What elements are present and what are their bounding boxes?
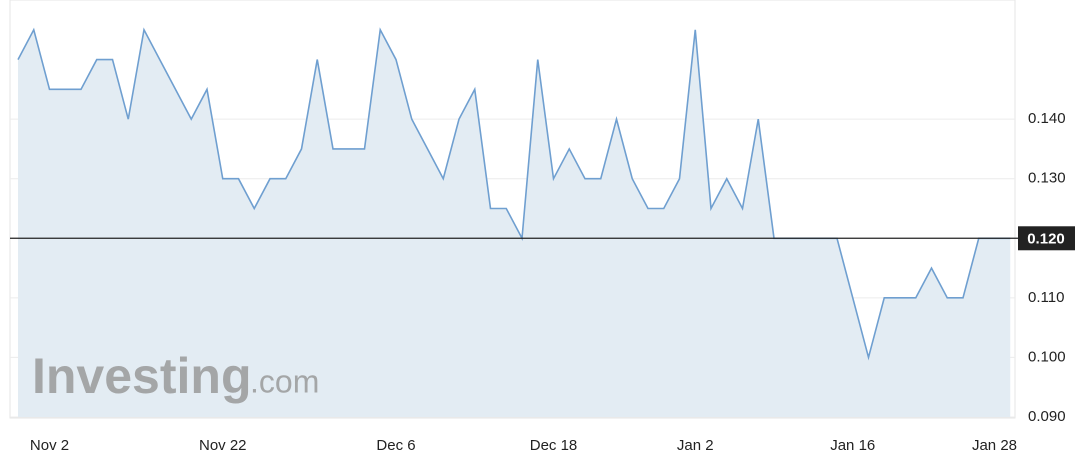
x-tick-label: Nov 22 — [199, 437, 247, 454]
watermark-brand: Investing — [32, 348, 251, 404]
x-tick-label: Jan 16 — [830, 437, 875, 454]
y-tick-label: 0.130 — [1028, 170, 1066, 187]
line — [17, 27, 1011, 361]
overlay: 0.090 0.100 0.110 0.130 0.140 Nov 2 Nov 22 Dec … — [10, 110, 1075, 454]
watermark-suffix: .com — [250, 363, 319, 399]
marks — [17, 27, 1011, 418]
x-tick-label: Dec 18 — [530, 437, 578, 454]
last-price-box — [1018, 226, 1075, 251]
y-tick-label: 0.140 — [1028, 110, 1066, 127]
y-tick-label: 0.100 — [1028, 348, 1066, 365]
x-tick-label: Jan 28 — [972, 437, 1017, 454]
x-tick-label: Jan 2 — [677, 437, 714, 454]
x-tick-label: Nov 2 — [30, 437, 69, 454]
y-tick-label: 0.090 — [1028, 408, 1066, 425]
x-tick-label: Dec 6 — [376, 437, 415, 454]
y-tick-label: 0.110 — [1028, 289, 1064, 306]
last-price-label: 0.120 — [1027, 230, 1065, 247]
